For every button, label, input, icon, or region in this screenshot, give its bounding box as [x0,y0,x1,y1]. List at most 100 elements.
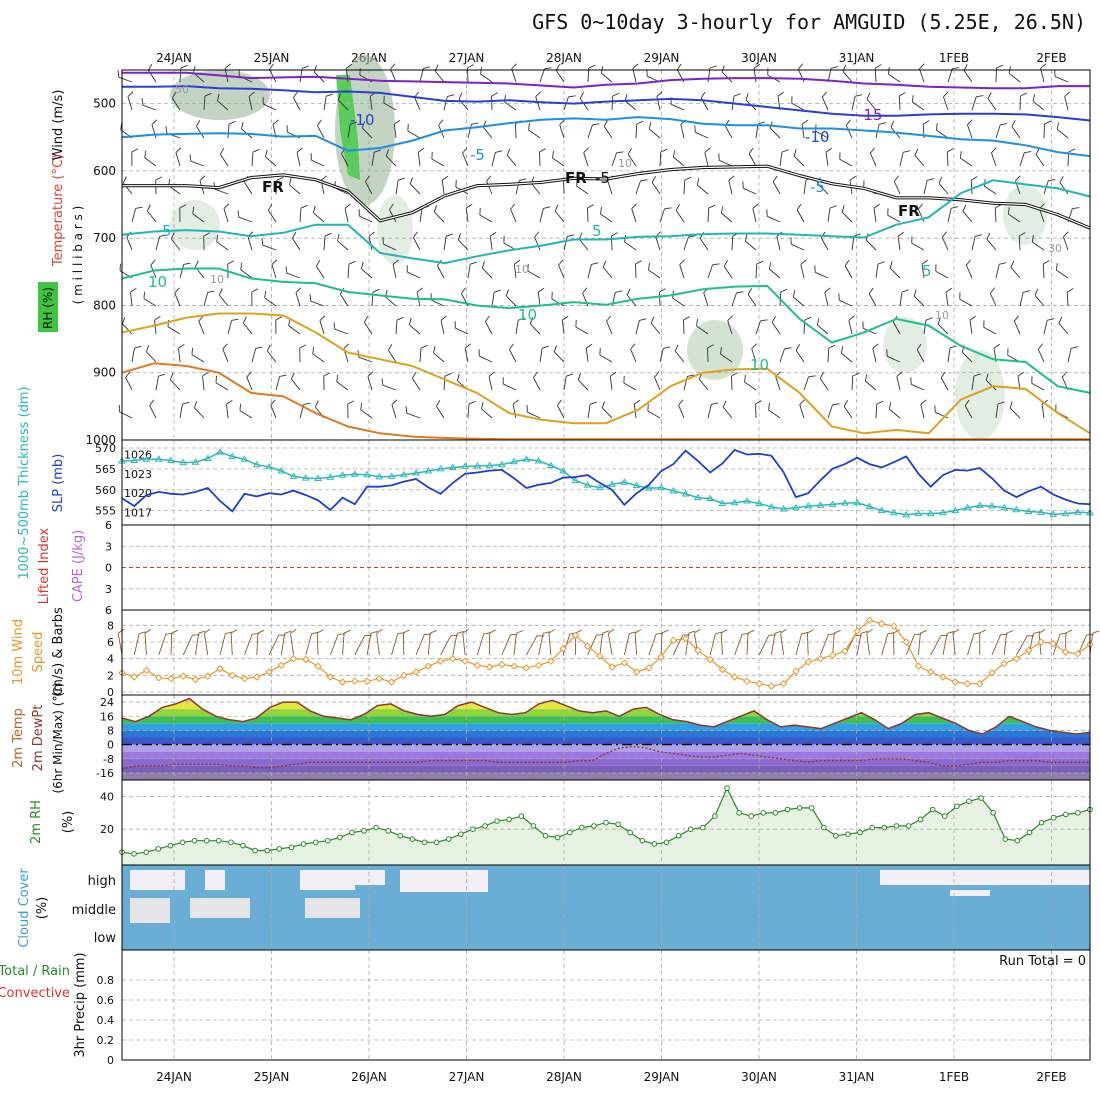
upper-wind-barb [145,158,156,166]
upper-wind-barb [391,64,396,69]
upper-wind-barb [1033,94,1034,101]
upper-wind-barb [540,208,543,222]
wind10-barb [118,633,122,655]
rh-marker [701,825,706,830]
upper-wind-barb [970,320,972,334]
rh-marker [809,806,814,811]
upper-wind-barb [296,293,300,306]
upper-wind-barb [1033,101,1044,110]
upper-wind-barb [1044,121,1050,124]
upper-wind-barb [127,237,132,250]
upper-wind-barb [423,67,430,69]
upper-wind-barb [697,319,698,326]
wind10-marker [462,658,468,664]
upper-wind-barb [761,320,768,321]
rh-marker [495,819,500,824]
upper-wind-barb [773,176,777,182]
upper-wind-barb [800,405,804,418]
rh-marker [1027,830,1032,835]
wind10-marker [376,676,382,682]
upper-wind-barb [641,180,648,181]
upper-wind-barb [441,316,446,320]
temp-axis-label: 2m Temp [11,708,26,768]
upper-wind-barb [195,261,198,267]
upper-wind-barb [335,329,348,334]
upper-wind-barb [136,207,143,208]
upper-wind-barb [865,381,876,390]
upper-wind-barb [996,125,1000,138]
upper-wind-barb [869,288,873,294]
upper-wind-barb [829,345,835,348]
wind10-barb [992,635,1001,655]
upper-wind-barb [701,92,705,98]
upper-wind-barb [150,406,156,418]
rh-marker [676,833,681,838]
upper-wind-barb [194,401,196,408]
upper-wind-barb [302,66,309,68]
upper-wind-barb [652,182,660,194]
upper-wind-barb [850,176,856,180]
rh-marker [410,837,415,842]
upper-wind-barb [889,409,900,418]
upper-wind-barb [804,377,809,390]
wind-tick-label: 2 [107,669,114,682]
upper-wind-barb [432,159,444,166]
rh-marker [555,835,560,840]
upper-wind-barb [1059,317,1062,323]
upper-wind-barb [994,344,1000,348]
upper-wind-barb [1000,124,1007,125]
wind10-marker [817,656,823,662]
upper-wind-barb [822,92,826,97]
upper-wind-barb [999,263,1006,265]
upper-wind-barb [601,207,602,214]
upper-wind-barb [583,288,588,293]
upper-wind-barb [673,157,684,166]
upper-wind-barb [942,237,948,250]
upper-wind-barb [1071,347,1078,349]
upper-wind-barb [1072,208,1079,209]
wind10-barb [807,633,808,655]
upper-wind-barb [700,238,708,250]
wind10-barb [867,633,870,655]
upper-wind-barb [960,299,972,306]
upper-wind-barb [681,124,684,138]
wind10-barb [947,631,954,633]
upper-pressure-axis-label: ( m i l l i b a r s ) [71,206,85,305]
upper-wind-barb [340,294,348,306]
wind10-barb [204,633,207,655]
upper-wind-barb [489,376,492,390]
upper-wind-barb [193,66,195,73]
upper-wind-barb [287,273,300,278]
upper-wind-barb [152,125,156,138]
upper-wind-barb [446,234,453,236]
temp-tick-label: 0 [107,739,114,752]
upper-wind-barb [852,376,853,390]
upper-wind-barb [413,238,420,250]
upper-wind-barb [219,295,228,306]
upper-wind-barb [796,350,804,362]
rh-marker [362,829,367,834]
date-label-top: 29JAN [644,51,680,65]
upper-wind-barb [301,205,307,208]
upper-wind-barb [749,154,756,166]
upper-wind-barb [296,288,301,293]
wind10-barb [281,633,284,655]
upper-wind-barb [899,93,905,96]
upper-wind-barb [1036,155,1044,166]
wind10-marker [389,679,395,685]
date-label-top: 31JAN [839,51,875,65]
upper-wind-barb [224,204,229,209]
upper-wind-barb [531,183,540,194]
upper-wind-barb [441,320,444,334]
wind10-barb [344,630,350,633]
upper-wind-barb [873,344,878,348]
upper-wind-barb [243,317,246,323]
upper-wind-barb [624,383,636,390]
upper-wind-barb [995,208,996,222]
wind10-barb [918,633,920,655]
upper-wind-barb [578,373,580,380]
upper-wind-barb [316,266,324,278]
wind10-marker [229,672,235,678]
upper-wind-barb [971,180,972,194]
upper-wind-barb [503,384,516,390]
